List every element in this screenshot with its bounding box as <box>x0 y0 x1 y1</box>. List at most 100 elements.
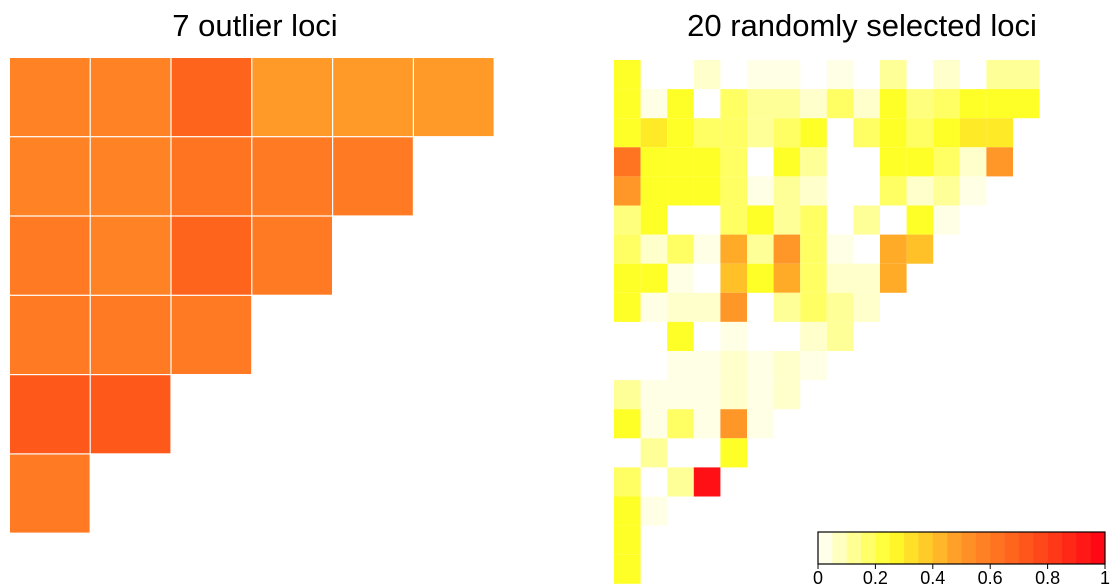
heatmap-cell <box>667 147 694 177</box>
heatmap-cell <box>959 89 987 119</box>
colorbar-legend: 0 0.2 0.4 0.6 0.8 1 <box>813 531 1110 587</box>
colorbar-tick-label: 0.2 <box>863 568 888 587</box>
colorbar-swatch <box>947 532 962 564</box>
heatmap-cell <box>826 263 854 293</box>
heatmap-cell <box>853 263 880 293</box>
heatmap-cell <box>720 234 747 264</box>
heatmap-cell <box>252 58 332 137</box>
heatmap-cell <box>773 118 801 148</box>
heatmap-cell <box>773 234 801 264</box>
heatmap-cell <box>693 176 721 206</box>
heatmap-cell <box>171 137 252 216</box>
heatmap-cell <box>667 409 694 439</box>
heatmap-cell <box>747 176 774 206</box>
heatmap-cell <box>614 89 641 119</box>
colorbar-swatch <box>975 532 991 564</box>
heatmap-cell <box>747 118 774 148</box>
panel-title-outlier-loci: 7 outlier loci <box>172 8 338 43</box>
heatmap-cell <box>667 118 694 148</box>
heatmap-cell <box>90 295 171 374</box>
heatmap-cell <box>10 454 90 533</box>
heatmap-cell <box>773 380 801 410</box>
heatmap-cell <box>640 147 668 177</box>
heatmap-cell <box>747 380 774 410</box>
colorbar-swatch <box>990 532 1005 564</box>
heatmap-cell <box>90 137 171 216</box>
heatmap-cell <box>640 380 668 410</box>
heatmap-cell <box>933 89 960 119</box>
heatmap-cell <box>640 438 668 468</box>
colorbar-swatch <box>1018 532 1034 564</box>
heatmap-cell <box>640 292 668 322</box>
heatmap-cell <box>800 321 827 351</box>
heatmap-outlier-loci <box>10 58 494 533</box>
heatmap-cell <box>800 234 827 264</box>
heatmap-cell <box>640 496 668 526</box>
heatmap-cell <box>826 60 854 90</box>
colorbar-tick-label: 0.4 <box>920 568 945 587</box>
heatmap-cell <box>853 89 880 119</box>
heatmap-cell <box>747 409 774 439</box>
colorbar-swatch <box>1033 532 1048 564</box>
heatmap-cell <box>800 176 827 206</box>
heatmap-cell <box>986 60 1013 90</box>
heatmap-cell <box>880 118 907 148</box>
heatmap-cell <box>1013 89 1040 119</box>
heatmap-cell <box>640 205 668 235</box>
heatmap-cell <box>10 137 90 216</box>
heatmap-cell <box>614 467 641 497</box>
heatmap-cell <box>800 263 827 293</box>
heatmap-cell <box>800 147 827 177</box>
heatmap-cell <box>614 496 641 526</box>
heatmap-cell <box>90 375 171 454</box>
heatmap-cell <box>693 351 721 381</box>
heatmap-cell <box>747 205 774 235</box>
heatmap-cell <box>614 380 641 410</box>
heatmap-cell <box>693 292 721 322</box>
heatmap-cell <box>693 60 721 90</box>
heatmap-cell <box>693 147 721 177</box>
colorbar-swatch <box>1047 532 1063 564</box>
colorbar-swatch <box>932 532 948 564</box>
heatmap-cell <box>826 89 854 119</box>
heatmap-cell <box>667 263 694 293</box>
heatmap-cell <box>747 60 774 90</box>
heatmap-cell <box>614 263 641 293</box>
heatmap-cell <box>853 292 880 322</box>
heatmap-cell <box>986 118 1013 148</box>
heatmap-cell <box>747 263 774 293</box>
heatmap-cell <box>906 205 934 235</box>
heatmap-cell <box>800 351 827 381</box>
heatmap-cell <box>667 467 694 497</box>
heatmap-cell <box>720 351 747 381</box>
heatmap-cell <box>747 234 774 264</box>
heatmap-cell <box>933 205 960 235</box>
heatmap-cell <box>959 176 987 206</box>
panel-title-random-loci: 20 randomly selected loci <box>687 8 1037 43</box>
heatmap-cell <box>959 147 987 177</box>
heatmap-cell <box>614 554 641 584</box>
heatmap-cell <box>906 147 934 177</box>
heatmap-cell <box>773 351 801 381</box>
heatmap-cell <box>773 292 801 322</box>
heatmap-cell <box>414 58 494 137</box>
heatmap-cell <box>614 409 641 439</box>
heatmap-cell <box>90 58 171 137</box>
heatmap-cell <box>800 292 827 322</box>
heatmap-cell <box>693 118 721 148</box>
heatmap-cell <box>800 118 827 148</box>
heatmap-cell <box>773 60 801 90</box>
heatmap-cell <box>90 216 171 295</box>
heatmap-cell <box>720 409 747 439</box>
colorbar-swatch <box>904 532 919 564</box>
heatmap-random-loci <box>614 60 1040 584</box>
heatmap-cell <box>171 295 252 374</box>
heatmap-cell <box>667 380 694 410</box>
heatmap-cell <box>906 89 934 119</box>
heatmap-cell <box>614 525 641 555</box>
heatmap-cell <box>720 380 747 410</box>
colorbar-tick-label: 0 <box>813 568 823 587</box>
heatmap-cell <box>986 147 1013 177</box>
heatmap-cell <box>773 263 801 293</box>
heatmap-cell <box>773 147 801 177</box>
